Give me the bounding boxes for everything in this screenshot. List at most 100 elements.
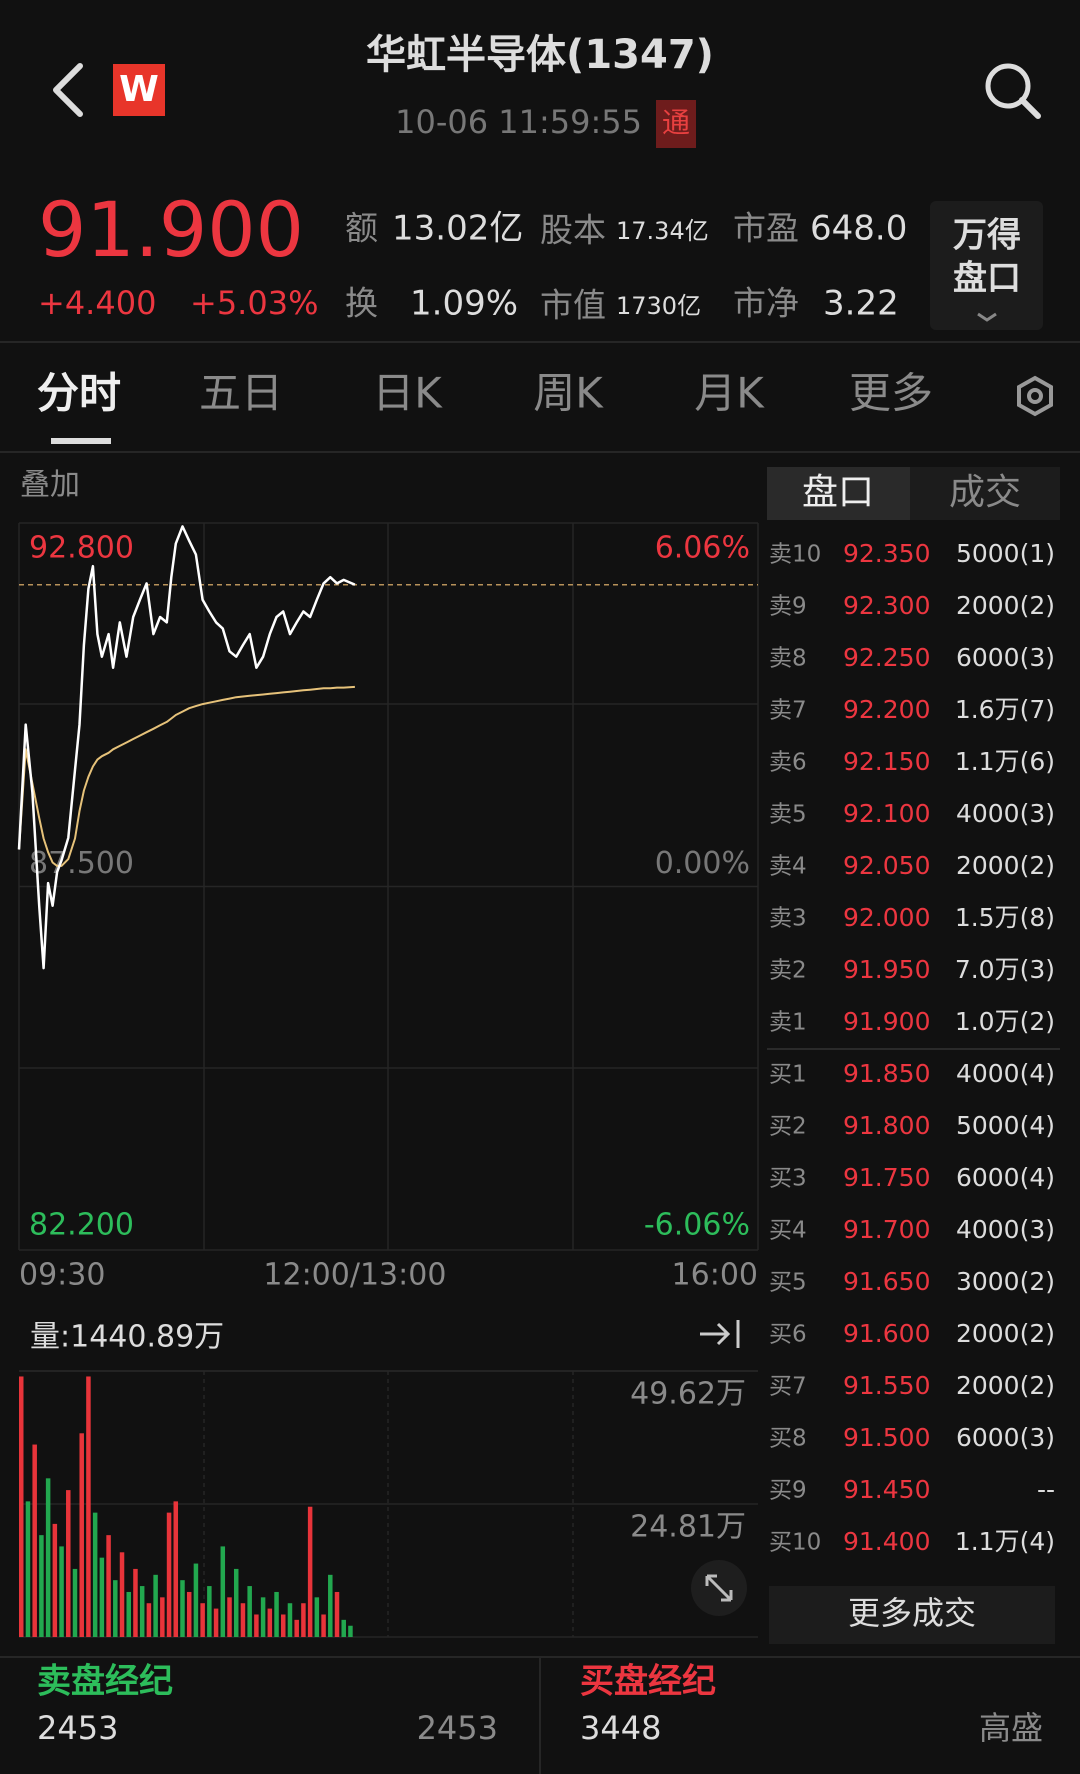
tab[interactable]: 五日 xyxy=(199,369,283,418)
tab[interactable]: 分时 xyxy=(37,369,121,418)
level-volume: 4000(3) xyxy=(956,799,1055,828)
stat-label: 换 xyxy=(345,284,378,323)
y-tick-label: 87.500 xyxy=(29,846,134,881)
stat-label: 额 xyxy=(345,209,378,248)
level-price: 91.500 xyxy=(843,1423,930,1452)
volume-bar xyxy=(180,1580,185,1637)
volume-bar xyxy=(59,1546,64,1637)
level-volume: 6000(4) xyxy=(956,1163,1055,1192)
level-price: 91.550 xyxy=(843,1371,930,1400)
volume-bar xyxy=(233,1568,239,1637)
collapse-button[interactable] xyxy=(700,1320,740,1348)
stat-value: 1730亿 xyxy=(616,292,701,320)
change: +4.400 xyxy=(38,284,156,322)
wind-button-label: 盘口 xyxy=(953,259,1021,299)
level-label: 买5 xyxy=(769,1270,807,1296)
y-tick-label: 49.62万 xyxy=(630,1377,746,1412)
volume-bar xyxy=(341,1619,346,1637)
volume-bar xyxy=(133,1568,138,1637)
search-icon xyxy=(1019,97,1041,119)
settings-icon xyxy=(1017,375,1053,417)
level-volume: 1.1万(6) xyxy=(955,747,1055,776)
broker-code: 2453 xyxy=(37,1709,118,1747)
tab-underline xyxy=(51,438,111,444)
stat-value: 648.0 xyxy=(810,209,907,249)
search-button[interactable] xyxy=(985,63,1041,119)
level-label: 买4 xyxy=(769,1218,807,1244)
title: 华虹半导体(1347) xyxy=(366,32,714,78)
expand-button[interactable] xyxy=(691,1560,747,1616)
volume-bar xyxy=(173,1501,179,1637)
tab[interactable]: 更多 xyxy=(849,369,933,418)
level-volume: 6000(3) xyxy=(956,1423,1055,1452)
level-label: 卖1 xyxy=(769,1010,807,1036)
volume-bar xyxy=(348,1625,353,1637)
orderbook-tab-active[interactable] xyxy=(767,467,910,520)
stat-label: 市盈 xyxy=(733,209,799,248)
y2-tick-label: 0.00% xyxy=(655,846,750,881)
volume-bar xyxy=(287,1603,293,1637)
level-volume: 5000(1) xyxy=(956,539,1055,568)
volume-bar xyxy=(186,1591,192,1637)
broker-title: 卖盘经纪 xyxy=(37,1662,173,1702)
volume-title: 量:1440.89万 xyxy=(30,1320,224,1355)
level-price: 92.100 xyxy=(843,799,930,828)
orderbook-tab[interactable]: 盘口 xyxy=(802,472,874,513)
level-label: 卖10 xyxy=(769,542,821,568)
level-label: 卖9 xyxy=(769,594,807,620)
level-volume: 6000(3) xyxy=(956,643,1055,672)
wind-button-label: 万得 xyxy=(953,216,1021,256)
collapse-icon xyxy=(700,1320,740,1348)
level-price: 91.700 xyxy=(843,1215,930,1244)
volume-bar xyxy=(281,1614,286,1637)
level-volume: 2000(2) xyxy=(956,1319,1055,1348)
level-label: 卖2 xyxy=(769,958,807,984)
volume-bar xyxy=(106,1535,111,1637)
level-price: 92.200 xyxy=(843,695,930,724)
volume-bar xyxy=(119,1552,125,1637)
volume-bar xyxy=(307,1506,313,1637)
y-tick-label: 92.800 xyxy=(29,531,134,566)
badge-box xyxy=(656,100,696,148)
volume-bar xyxy=(45,1478,51,1637)
back-button[interactable] xyxy=(53,63,83,117)
volume-bar xyxy=(220,1546,226,1637)
level-volume: -- xyxy=(1037,1475,1055,1504)
stat-label: 股本 xyxy=(540,211,606,250)
volume-bar xyxy=(160,1597,165,1637)
volume-bar xyxy=(254,1614,259,1637)
stat-label: 市值 xyxy=(540,286,606,325)
stat-value: 17.34亿 xyxy=(616,217,709,245)
level-label: 卖5 xyxy=(769,802,807,828)
level-volume: 7.0万(3) xyxy=(955,955,1055,984)
tab[interactable]: 日K xyxy=(372,369,443,418)
level-volume: 1.5万(8) xyxy=(955,903,1055,932)
more-trades-label: 更多成交 xyxy=(848,1594,976,1632)
level-price: 92.050 xyxy=(843,851,930,880)
badge: 通 xyxy=(662,106,690,139)
level-price: 91.750 xyxy=(843,1163,930,1192)
level-label: 买7 xyxy=(769,1374,807,1400)
level-price: 92.150 xyxy=(843,747,930,776)
volume-bar xyxy=(200,1603,205,1637)
level-price: 91.650 xyxy=(843,1267,930,1296)
more-trades-button[interactable] xyxy=(769,1586,1055,1644)
tab[interactable]: 月K xyxy=(694,369,765,418)
volume-bar xyxy=(207,1586,212,1637)
price-line xyxy=(18,685,355,867)
settings-button[interactable] xyxy=(1017,375,1053,417)
orderbook-tab[interactable]: 成交 xyxy=(949,472,1021,513)
volume-bar xyxy=(72,1568,78,1637)
volume-bar xyxy=(153,1574,158,1637)
level-label: 买8 xyxy=(769,1426,807,1452)
wind-button[interactable] xyxy=(930,201,1043,330)
search-icon xyxy=(985,63,1031,109)
volume-bar xyxy=(146,1603,152,1637)
x-tick-label: 12:00/13:00 xyxy=(263,1258,446,1293)
logo-box xyxy=(113,64,165,116)
level-label: 卖3 xyxy=(769,906,807,932)
tab[interactable]: 周K xyxy=(533,369,604,418)
level-price: 91.450 xyxy=(843,1475,930,1504)
